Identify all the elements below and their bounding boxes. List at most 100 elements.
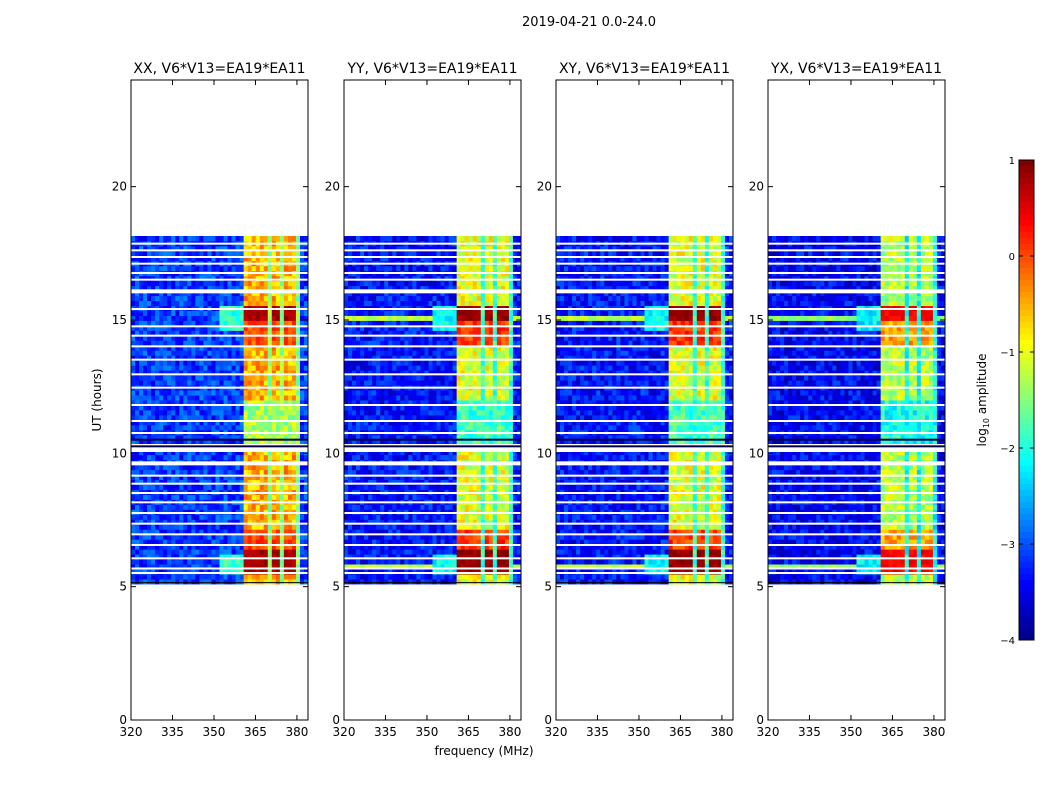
heatmap-cell [271,370,277,376]
heatmap-cell [452,434,458,441]
heatmap-cell [508,504,514,510]
heatmap-cell [239,285,245,292]
heatmap-cell [163,439,168,446]
heatmap-cell [436,454,441,461]
heatmap-cell [159,350,164,356]
heatmap-cell [287,325,293,331]
heatmap-cell [211,544,216,550]
heatmap-cell [235,474,241,480]
heatmap-cell [279,529,285,535]
heatmap-cell [219,310,224,316]
heatmap-cell [183,549,188,555]
heatmap-cell [376,534,381,540]
heatmap-cell [303,315,309,321]
x-tick-label: 365 [244,725,267,739]
heatmap-cell [400,464,405,471]
heatmap-cell [199,454,204,461]
heatmap-cell [227,320,232,326]
heatmap-cell [303,360,309,366]
heatmap-cell [211,370,216,376]
heatmap-cell [259,395,265,401]
heatmap-cell [456,454,462,461]
heatmap-cell [239,564,245,570]
heatmap-cell [267,454,273,461]
heatmap-cell [195,400,200,406]
heatmap-cell [267,295,273,302]
heatmap-cell [255,414,261,421]
heatmap-cell [424,400,429,406]
gap-line [131,249,308,252]
heatmap-cell [372,544,377,550]
heatmap-cell [303,255,309,262]
heatmap-cell [484,559,490,565]
heatmap-cell [135,564,140,570]
heatmap-cell [404,464,409,471]
heatmap-cell [163,325,168,331]
heatmap-cell [275,285,281,292]
heatmap-cell [263,265,269,272]
heatmap-cell [400,519,405,525]
heatmap-cell [251,579,257,585]
gap-line [131,386,308,389]
heatmap-cell [223,549,228,555]
heatmap-cell [227,340,232,346]
heatmap-cell [219,494,224,500]
heatmap-cell [215,479,220,485]
heatmap-cell [500,469,506,476]
heatmap-cell [412,424,417,431]
heatmap-cell [239,569,245,575]
heatmap-cell [428,469,433,476]
heatmap-cell [275,325,281,331]
heatmap-cell [488,375,494,381]
heatmap-cell [219,295,224,302]
heatmap-cell [211,554,216,560]
heatmap-cell [420,400,425,406]
heatmap-cell [416,479,421,485]
heatmap-cell [496,414,502,421]
heatmap-cell [203,474,208,480]
heatmap-cell [496,454,502,461]
heatmap-cell [219,514,224,520]
heatmap-cell [364,569,369,575]
heatmap-cell [516,390,522,396]
heatmap-cell [243,380,249,386]
heatmap-cell [396,559,401,565]
heatmap-cell [255,400,261,406]
heatmap-cell [412,514,417,520]
heatmap-cell [516,400,522,406]
heatmap-cell [356,519,361,525]
heatmap-cell [195,494,200,500]
heatmap-cell [303,345,309,351]
heatmap-cell [139,405,144,411]
heatmap-cell [283,405,289,411]
heatmap-cell [275,400,281,406]
heatmap-cell [452,504,458,510]
heatmap-cell [151,524,156,530]
heatmap-cell [207,544,212,550]
heatmap-cell [512,579,518,585]
heatmap-cell [512,390,518,396]
heatmap-cell [295,484,301,490]
heatmap-cell [388,439,393,446]
heatmap-cell [259,519,265,525]
heatmap-cell [131,559,136,565]
heatmap-cell [227,514,232,520]
heatmap-cell [392,469,397,476]
heatmap-cell [287,579,293,585]
heatmap-cell [251,250,257,257]
heatmap-cell [139,325,144,331]
heatmap-cell [295,514,301,520]
heatmap-cell [219,390,224,396]
heatmap-cell [348,375,353,381]
heatmap-cell [299,449,305,456]
heatmap-cell [259,375,265,381]
heatmap-cell [452,529,458,535]
heatmap-cell [275,484,281,490]
heatmap-cell [303,395,309,401]
heatmap-cell [219,410,224,416]
heatmap-cell [211,484,216,490]
heatmap-cell [344,579,349,585]
heatmap-cell [175,280,180,287]
heatmap-cell [199,529,204,535]
heatmap-cell [295,345,301,351]
